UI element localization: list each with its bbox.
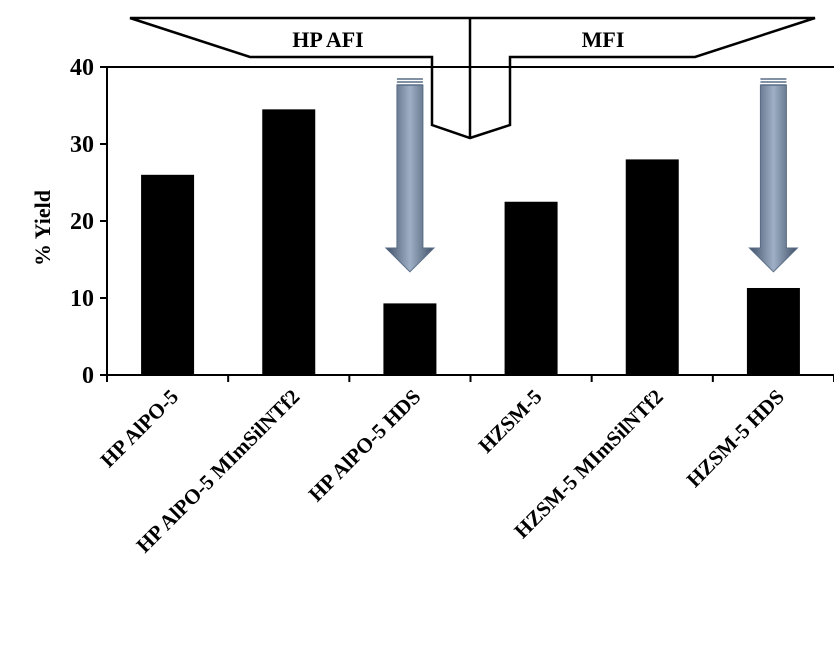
category-labels: HP AlPO-5HP AlPO-5 MImSilNTf2 HP AlPO-5 H… xyxy=(96,385,789,558)
y-tick-label: 10 xyxy=(70,286,94,312)
x-ticks xyxy=(106,375,834,382)
y-axis-title: % Yield xyxy=(30,190,55,266)
down-arrow-icon xyxy=(748,78,799,273)
bar xyxy=(746,287,800,375)
group-bracket xyxy=(129,16,816,140)
bar xyxy=(141,174,195,375)
y-tick-label: 20 xyxy=(70,209,94,235)
bars xyxy=(141,109,800,375)
category-label: HZSM-5 xyxy=(474,385,547,458)
group-label-hp-afi: HP AFI xyxy=(292,27,364,52)
y-ticks: 0 10 20 30 40 xyxy=(70,55,107,389)
down-arrow-icon xyxy=(384,78,436,273)
arrow-body xyxy=(384,84,436,273)
y-tick-label: 40 xyxy=(70,55,94,81)
bar xyxy=(504,201,558,375)
bar xyxy=(383,303,437,375)
y-tick-label: 30 xyxy=(70,132,94,158)
bar xyxy=(262,109,316,375)
category-label: HZSM-5 HDS xyxy=(682,385,789,492)
bar xyxy=(625,159,679,375)
group-label-mfi: MFI xyxy=(582,27,625,52)
category-label: HP AlPO-5 HDS xyxy=(304,385,426,507)
annotation-arrows xyxy=(384,78,799,273)
arrow-body xyxy=(748,84,799,273)
category-label: HP AlPO-5 xyxy=(96,385,184,473)
y-tick-label: 0 xyxy=(82,363,94,389)
